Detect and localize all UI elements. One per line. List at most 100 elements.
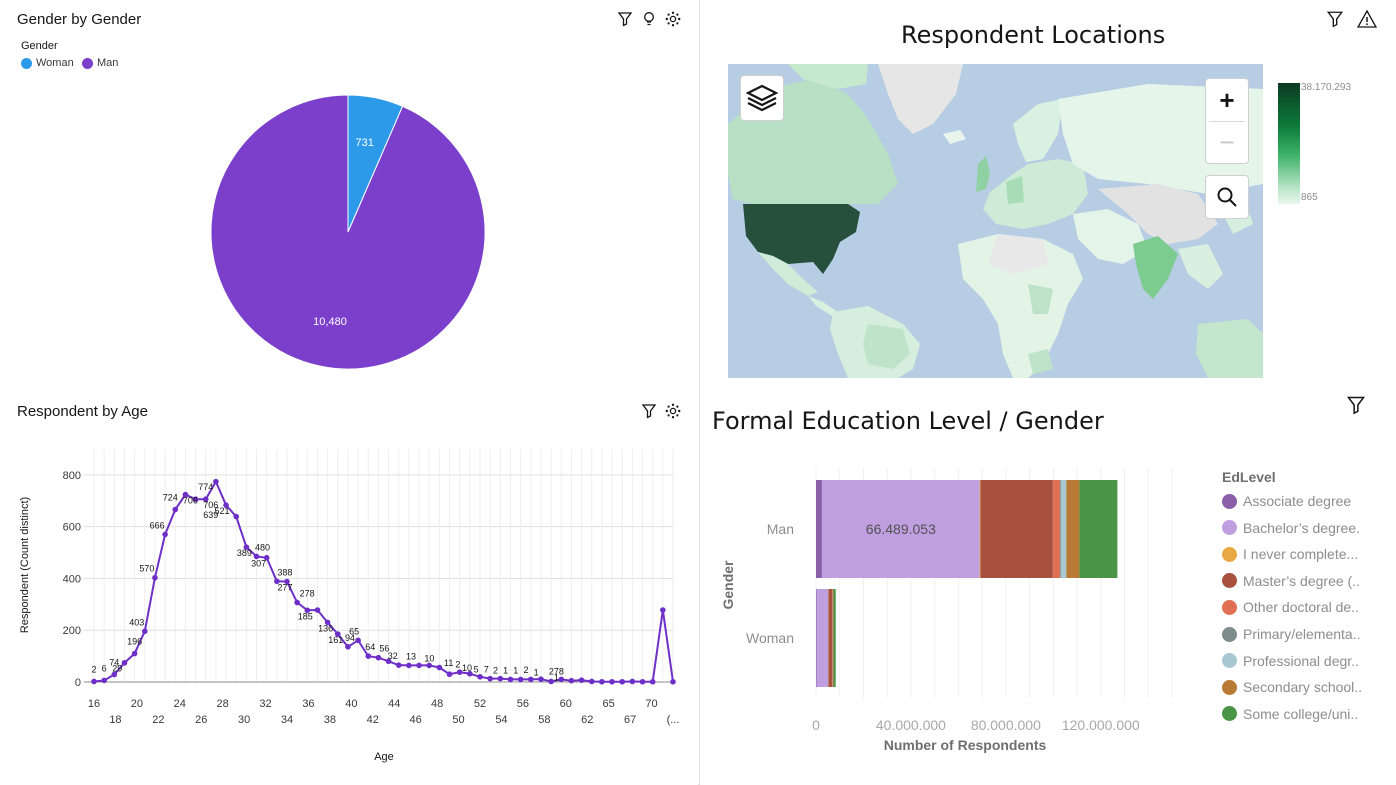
age-data-point[interactable]	[253, 553, 260, 560]
age-data-point[interactable]	[670, 678, 676, 685]
bar-segment[interactable]	[1060, 480, 1067, 578]
filter-icon[interactable]	[1346, 395, 1366, 415]
age-data-point[interactable]	[467, 670, 473, 677]
pie-slice-woman[interactable]	[347, 94, 404, 233]
age-data-point[interactable]	[456, 669, 463, 675]
zoom-out-button[interactable]: −	[1219, 127, 1235, 157]
age-data-point[interactable]	[131, 650, 138, 657]
age-data-point[interactable]	[588, 678, 595, 685]
age-data-point[interactable]	[365, 653, 372, 659]
age-data-point[interactable]	[416, 662, 422, 669]
world-map[interactable]	[728, 64, 1263, 378]
edu-legend-item[interactable]: Bachelor’s degree.	[1222, 520, 1360, 536]
bar-segment[interactable]	[816, 480, 822, 578]
age-data-point[interactable]	[324, 619, 331, 626]
legend-item-woman[interactable]: Woman	[21, 57, 74, 69]
age-data-point[interactable]	[477, 674, 483, 680]
edu-legend-item[interactable]: Professional degr..	[1222, 653, 1359, 669]
layers-button[interactable]	[740, 75, 784, 121]
bar-segment[interactable]	[1059, 480, 1061, 578]
age-data-point[interactable]	[497, 675, 504, 682]
map-search-button[interactable]	[1205, 175, 1249, 219]
legend-item-man[interactable]: Man	[82, 57, 118, 69]
age-data-point[interactable]	[660, 607, 666, 613]
age-data-point[interactable]	[274, 578, 280, 585]
edu-legend-item[interactable]: Secondary school..	[1222, 679, 1362, 695]
age-data-point[interactable]	[182, 491, 189, 498]
age-data-point[interactable]	[91, 678, 97, 685]
age-data-point[interactable]	[223, 502, 229, 508]
age-data-point[interactable]	[284, 578, 290, 585]
filter-icon[interactable]	[1326, 10, 1344, 28]
age-data-point[interactable]	[538, 676, 544, 682]
edu-legend-item[interactable]: Master’s degree (..	[1222, 573, 1360, 589]
age-data-point[interactable]	[263, 554, 270, 561]
age-data-point[interactable]	[406, 662, 412, 669]
bar-segment[interactable]	[828, 589, 833, 687]
age-data-point[interactable]	[334, 631, 341, 637]
x-tick-label: 120.000.000	[1062, 717, 1140, 733]
age-data-point[interactable]	[355, 637, 361, 644]
age-data-point[interactable]	[649, 678, 656, 685]
age-data-point[interactable]	[304, 607, 311, 614]
bar-segment[interactable]	[816, 589, 829, 687]
bar-segment[interactable]	[980, 480, 1053, 578]
insights-bulb-icon[interactable]	[641, 11, 657, 27]
age-data-point[interactable]	[233, 513, 240, 520]
age-data-point[interactable]	[314, 607, 321, 613]
bar-segment[interactable]	[821, 480, 980, 578]
network-settings-icon[interactable]	[665, 11, 681, 27]
age-data-point[interactable]	[172, 506, 179, 513]
edu-legend-item[interactable]: Primary/elementa..	[1222, 626, 1360, 642]
bar-segment[interactable]	[979, 480, 981, 578]
network-settings-icon[interactable]	[665, 403, 681, 419]
edu-legend-item[interactable]: Associate degree	[1222, 493, 1351, 509]
bar-segment[interactable]	[832, 589, 833, 687]
bar-segment[interactable]	[816, 589, 817, 687]
edu-legend-item[interactable]: Other doctoral de..	[1222, 599, 1359, 615]
bar-segment[interactable]	[1066, 480, 1080, 578]
pie-slice-man[interactable]	[210, 94, 486, 370]
edu-legend-item[interactable]: I never complete...	[1222, 546, 1358, 562]
age-data-point[interactable]	[436, 664, 443, 671]
filter-icon[interactable]	[641, 403, 657, 419]
age-data-point[interactable]	[345, 643, 351, 650]
bar-segment[interactable]	[833, 589, 836, 687]
age-data-point[interactable]	[192, 496, 199, 503]
age-data-point[interactable]	[609, 678, 615, 685]
age-data-point[interactable]	[558, 676, 565, 683]
bar-segment[interactable]	[832, 589, 834, 687]
age-data-point[interactable]	[629, 678, 636, 685]
bar-segment[interactable]	[1079, 480, 1118, 578]
age-data-point[interactable]	[121, 660, 128, 666]
age-data-point[interactable]	[487, 675, 493, 682]
age-data-point[interactable]	[202, 496, 209, 503]
zoom-in-button[interactable]: +	[1219, 84, 1235, 115]
age-data-point[interactable]	[395, 662, 402, 668]
age-data-point[interactable]	[599, 678, 605, 685]
age-data-point[interactable]	[111, 671, 118, 678]
filter-icon[interactable]	[617, 11, 633, 27]
age-data-point[interactable]	[619, 678, 626, 685]
age-data-point[interactable]	[243, 544, 250, 550]
age-data-point[interactable]	[385, 658, 392, 665]
bar-segment[interactable]	[1052, 480, 1060, 578]
age-data-point[interactable]	[162, 531, 168, 538]
age-data-point[interactable]	[446, 671, 453, 678]
age-data-point[interactable]	[101, 677, 107, 684]
age-data-point[interactable]	[639, 678, 646, 685]
warning-icon[interactable]	[1357, 9, 1377, 29]
age-data-point[interactable]	[578, 677, 585, 683]
age-data-point[interactable]	[527, 676, 534, 683]
age-data-point[interactable]	[294, 599, 300, 606]
age-data-point[interactable]	[517, 676, 524, 683]
age-data-point[interactable]	[375, 654, 382, 661]
age-data-point[interactable]	[426, 662, 433, 669]
edu-legend-item[interactable]: Some college/uni..	[1222, 706, 1358, 722]
age-data-point[interactable]	[152, 574, 158, 581]
age-data-point[interactable]	[141, 628, 148, 635]
age-data-point[interactable]	[568, 677, 575, 684]
age-data-point[interactable]	[548, 678, 554, 685]
age-data-point[interactable]	[213, 478, 219, 485]
age-data-point[interactable]	[507, 676, 514, 683]
